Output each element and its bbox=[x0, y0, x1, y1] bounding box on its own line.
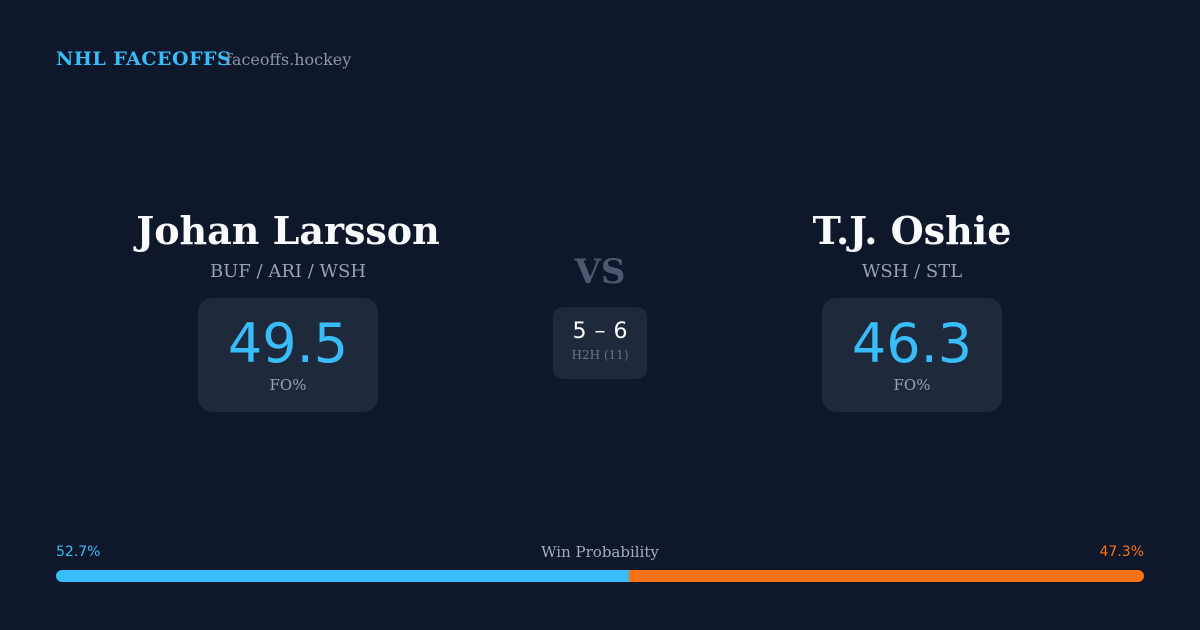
h2h-score: 5–6 bbox=[553, 319, 647, 344]
win-prob-bar bbox=[56, 570, 1144, 582]
win-prob-right: 47.3% bbox=[1099, 544, 1144, 560]
vs: VS bbox=[574, 252, 626, 292]
fo-value: 46.3 bbox=[851, 312, 973, 375]
player-right: T.J. Oshie WSH / STL 46.3 FO% bbox=[702, 205, 1122, 412]
player-teams: BUF / ARI / WSH bbox=[209, 261, 367, 282]
win-prob-label: Win Probability bbox=[541, 543, 659, 561]
fo-label: FO% bbox=[893, 376, 931, 394]
h2h-separator: – bbox=[594, 319, 606, 344]
fo-box: 49.5 FO% bbox=[197, 298, 379, 412]
h2h-wins: 6 bbox=[613, 319, 628, 344]
player-name: T.J. Oshie bbox=[812, 208, 1012, 253]
fo-box: 46.3 FO% bbox=[821, 298, 1003, 412]
fo-value: 49.5 bbox=[227, 312, 349, 375]
win-prob-segment bbox=[629, 570, 1144, 582]
player-teams: WSH / STL bbox=[861, 261, 963, 282]
player-left: Johan Larsson BUF / ARI / WSH 49.5 FO% bbox=[78, 205, 498, 412]
fo-label: FO% bbox=[269, 376, 307, 394]
brand-name: NHL FACEOFFS bbox=[56, 48, 232, 70]
player-name: Johan Larsson bbox=[136, 208, 440, 253]
win-prob-left: 52.7% bbox=[56, 544, 101, 560]
h2h-wins: 5 bbox=[572, 319, 587, 344]
h2h-label: H2H (11) bbox=[571, 348, 629, 362]
win-prob-segment bbox=[56, 570, 630, 582]
brand-site: faceoffs.hockey bbox=[226, 50, 352, 69]
h2h-box: 5–6 H2H (11) bbox=[553, 307, 647, 379]
